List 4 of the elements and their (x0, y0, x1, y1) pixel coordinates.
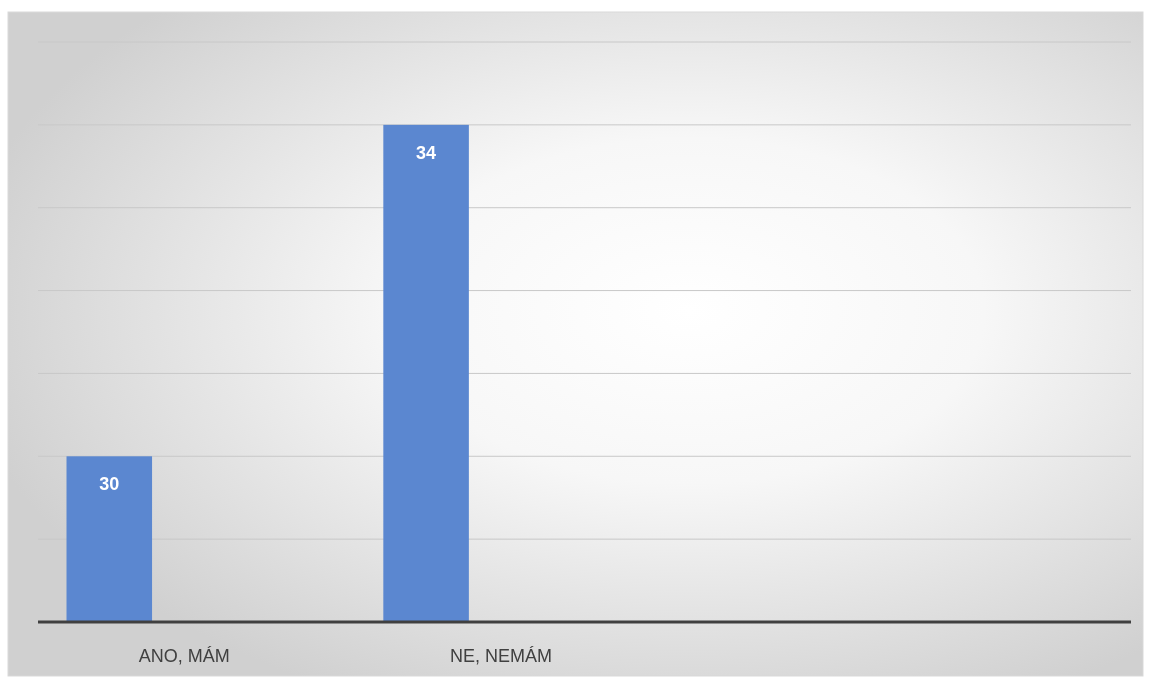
data-label: 34 (416, 142, 437, 163)
data-label: 30 (99, 474, 120, 495)
x-tick-label: NE, NEMÁM (450, 646, 553, 666)
x-tick-label: ANO, MÁM (138, 646, 230, 666)
